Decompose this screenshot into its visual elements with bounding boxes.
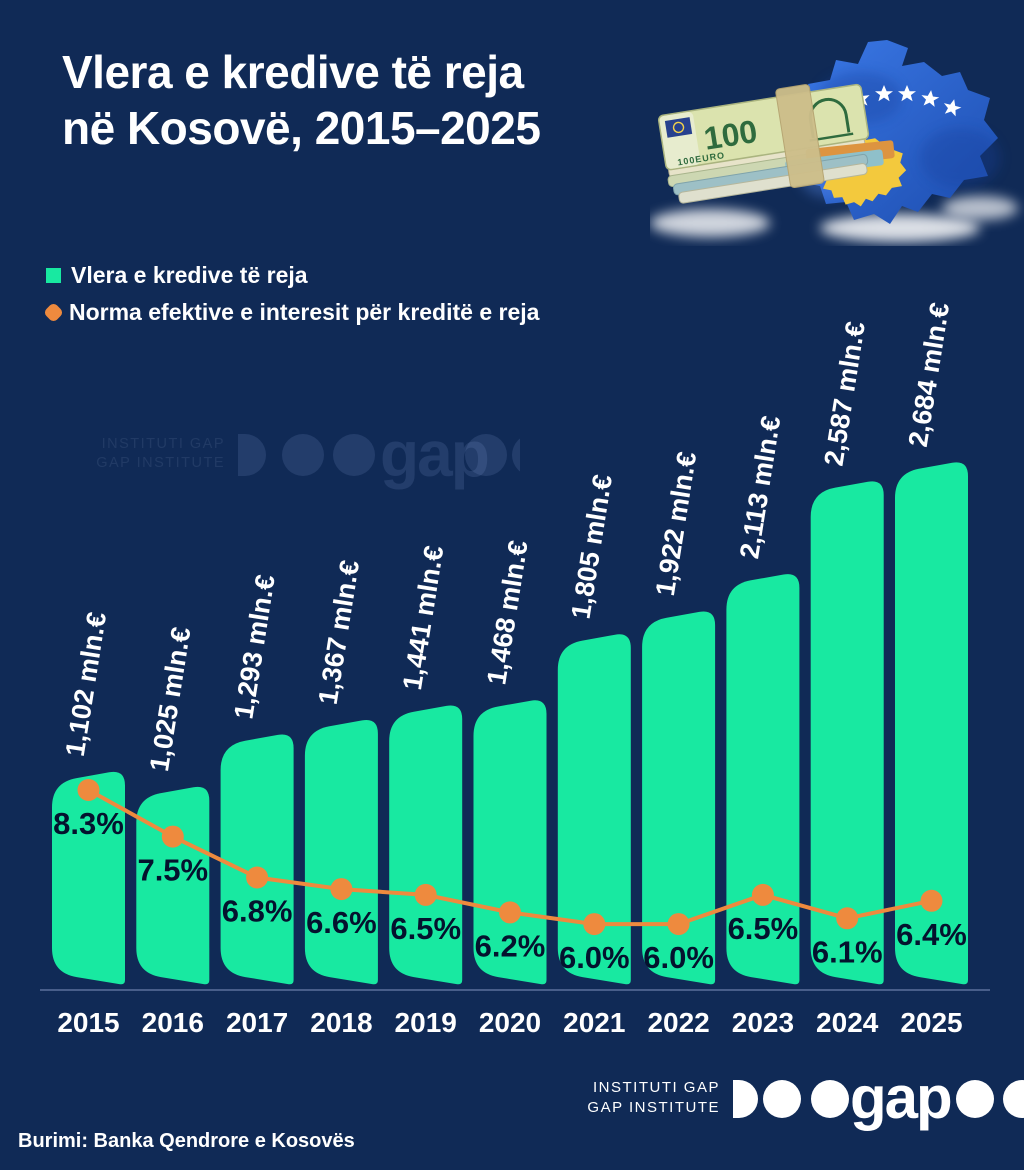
- year-label-2022: 2022: [647, 1007, 709, 1038]
- year-label-2023: 2023: [732, 1007, 794, 1038]
- year-label-2015: 2015: [57, 1007, 119, 1038]
- bar-2022: [642, 611, 716, 985]
- title-line-2: në Kosovë, 2015–2025: [62, 102, 541, 155]
- legend-item-line: Norma efektive e interesit për kreditë e…: [42, 299, 540, 326]
- value-label-2025: 2,684 mln.€: [903, 300, 955, 448]
- year-label-2024: 2024: [816, 1007, 879, 1038]
- value-label-2015: 1,102 mln.€: [60, 610, 112, 758]
- watermark-line-1: INSTITUTI GAP: [102, 436, 225, 452]
- rate-point-2019: [414, 883, 437, 906]
- bar-2024: [810, 481, 884, 985]
- rate-label-2019: 6.5%: [390, 911, 461, 946]
- rate-point-2017: [246, 866, 269, 889]
- rate-point-2025: [920, 889, 943, 912]
- year-label-2025: 2025: [900, 1007, 962, 1038]
- value-label-2022: 1,922 mln.€: [650, 450, 702, 598]
- value-label-2020: 1,468 mln.€: [481, 538, 533, 686]
- rate-point-2021: [583, 913, 606, 936]
- watermark-gap-text: gap: [380, 418, 488, 490]
- rate-label-2018: 6.6%: [306, 905, 377, 940]
- bar-2015: [52, 771, 125, 985]
- euro-banknote: 100 100EURO: [657, 83, 870, 171]
- gap-logo: gap: [733, 1064, 1024, 1131]
- gap-watermark-logo: gap: [238, 418, 520, 490]
- rate-label-2025: 6.4%: [896, 917, 967, 952]
- gap-watermark: INSTITUTI GAP GAP INSTITUTE gap: [96, 418, 520, 490]
- bar-2016: [136, 786, 210, 985]
- value-label-2019: 1,441 mln.€: [397, 544, 449, 692]
- chart-legend: Vlera e kredive të reja Norma efektive e…: [42, 262, 540, 336]
- watermark-line-2: GAP INSTITUTE: [96, 455, 225, 471]
- footer-line-1: INSTITUTI GAP: [592, 1079, 720, 1096]
- year-label-2021: 2021: [563, 1007, 625, 1038]
- bar-2019: [389, 705, 463, 985]
- bar-2023: [726, 574, 800, 985]
- hero-illustration: 100 100EURO: [650, 40, 1018, 242]
- green-square-icon: [46, 268, 61, 283]
- rate-point-2024: [836, 907, 859, 930]
- rate-point-2018: [330, 878, 353, 901]
- rate-point-2015: [77, 779, 100, 801]
- value-label-2024: 2,587 mln.€: [818, 319, 870, 467]
- year-label-2019: 2019: [395, 1007, 457, 1038]
- bar-2021: [557, 634, 631, 985]
- rate-label-2020: 6.2%: [475, 928, 546, 963]
- eu-flag: [664, 117, 693, 138]
- logo-d-shape: [733, 1080, 758, 1118]
- loans-chart: 1,102 mln.€ 1,025 mln.€ 1,293 mln.€ 1,367 m…: [40, 300, 990, 1038]
- year-label-2017: 2017: [226, 1007, 288, 1038]
- rate-label-2016: 7.5%: [137, 853, 208, 888]
- money-stack-icon: 100 100EURO: [657, 83, 895, 204]
- year-label-2020: 2020: [479, 1007, 541, 1038]
- legend-label-bars: Vlera e kredive të reja: [71, 262, 308, 288]
- rate-point-2023: [751, 883, 774, 906]
- logo-d-shape: [238, 434, 266, 476]
- legend-label-line: Norma efektive e interesit për kreditë e…: [69, 299, 540, 325]
- rate-point-2020: [499, 901, 521, 924]
- value-label-2021: 1,805 mln.€: [566, 472, 618, 620]
- cloud-smoke: [650, 196, 1018, 242]
- year-label-2018: 2018: [310, 1007, 372, 1038]
- value-label-2018: 1,367 mln.€: [313, 558, 365, 706]
- bar-2017: [220, 734, 294, 985]
- footer-institute-text: INSTITUTI GAP GAP INSTITUTE: [420, 1078, 720, 1117]
- rate-label-2021: 6.0%: [559, 940, 630, 975]
- rate-point-2022: [667, 913, 690, 936]
- banknote-100-text: 100: [701, 113, 759, 157]
- page-title: Vlera e kredive të reja në Kosovë, 2015–…: [62, 44, 541, 156]
- title-line-1: Vlera e kredive të reja: [62, 46, 524, 98]
- year-label-2016: 2016: [142, 1007, 204, 1038]
- rate-label-2024: 6.1%: [812, 934, 883, 969]
- legend-item-bars: Vlera e kredive të reja: [46, 262, 539, 289]
- bar-2025: [895, 462, 968, 985]
- money-band: [775, 84, 825, 189]
- rate-label-2017: 6.8%: [222, 894, 293, 929]
- rate-point-2016: [161, 825, 184, 848]
- rate-label-2023: 6.5%: [728, 911, 799, 946]
- footer-gap-text: gap: [850, 1064, 951, 1131]
- source-note: Burimi: Banka Qendrore e Kosovës: [18, 1130, 355, 1152]
- rate-label-2015: 8.3%: [53, 806, 124, 841]
- value-label-2023: 2,113 mln.€: [734, 414, 786, 561]
- bar-2018: [304, 719, 378, 985]
- rate-label-2022: 6.0%: [643, 940, 714, 975]
- footer-line-2: GAP INSTITUTE: [587, 1098, 720, 1116]
- value-label-2016: 1,025 mln.€: [144, 625, 196, 773]
- value-label-2017: 1,293 mln.€: [228, 573, 280, 721]
